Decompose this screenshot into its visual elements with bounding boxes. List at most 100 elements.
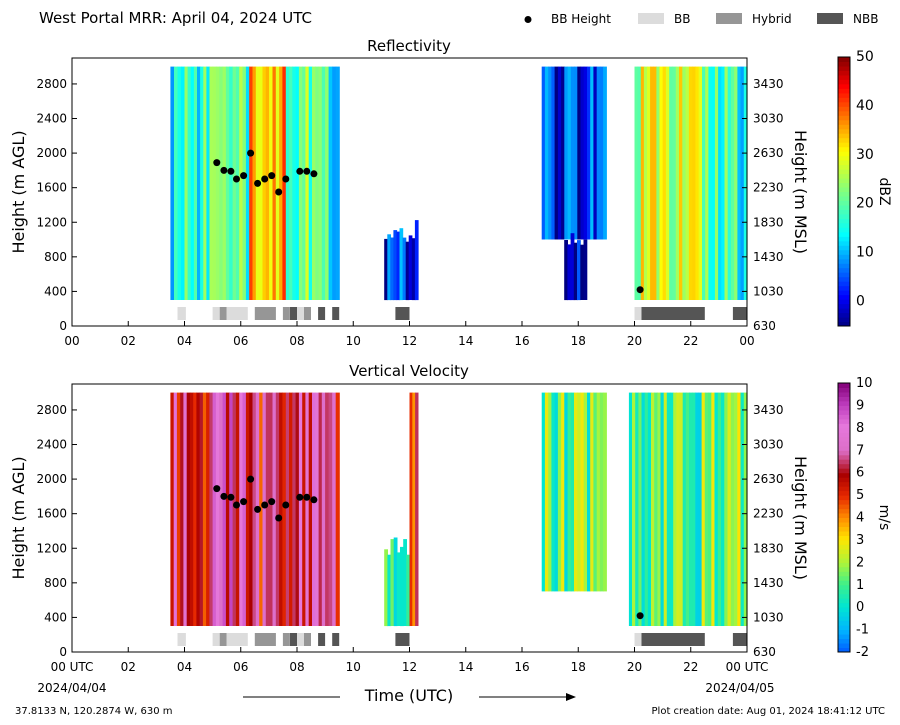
reflectivity-colorbar-label: dBZ <box>876 177 892 205</box>
reflectivity-echo-strip <box>305 66 310 300</box>
reflectivity-colorbar-segment <box>838 169 850 175</box>
reflectivity-echo-strip <box>740 66 745 300</box>
reflectivity-echo-strip <box>393 230 398 301</box>
reflectivity-y-axis-label: Height (m AGL) <box>9 130 28 253</box>
reflectivity-colorbar-segment <box>838 240 850 246</box>
velocity-bb-height-point <box>254 505 262 513</box>
velocity-colorbar-tick-label: 3 <box>856 533 864 548</box>
velocity-echo-strip <box>176 392 181 626</box>
reflectivity-echo-strip <box>583 239 588 300</box>
reflectivity-echo-strip <box>561 66 565 240</box>
velocity-bb-height-point <box>296 493 304 501</box>
reflectivity-echo-strip <box>573 242 578 301</box>
velocity-echo-strip <box>717 392 722 626</box>
reflectivity-y-right-tick-label: 3030 <box>753 112 784 126</box>
velocity-echo-strip <box>666 392 671 626</box>
velocity-echo-strip <box>557 392 562 592</box>
reflectivity-colorbar-frame <box>837 56 851 327</box>
figure-title: West Portal MRR: April 04, 2024 UTC <box>39 9 312 27</box>
velocity-bb-class-nbb-box <box>290 633 297 646</box>
creation-date-text: Plot creation date: Aug 01, 2024 18:41:1… <box>652 706 885 717</box>
legend-label-bb-height: BB Height <box>551 12 611 26</box>
velocity-colorbar-segment <box>838 580 850 586</box>
reflectivity-echo-strip <box>743 66 748 300</box>
velocity-colorbar-segment <box>838 463 850 469</box>
velocity-y-right-tick-label: 630 <box>753 645 776 659</box>
reflectivity-y-right-tick-label: 1030 <box>753 284 784 298</box>
velocity-colorbar-frame <box>837 382 851 653</box>
reflectivity-echo-strip <box>577 240 581 301</box>
reflectivity-colorbar-segment <box>838 263 850 269</box>
velocity-echo-strip <box>740 392 745 626</box>
reflectivity-echo-strip <box>219 66 224 300</box>
velocity-bb-height-point <box>240 498 248 506</box>
velocity-colorbar-segment <box>838 486 850 492</box>
reflectivity-colorbar-tick-label: 10 <box>856 245 874 261</box>
velocity-colorbar-tick-label: 7 <box>856 443 864 458</box>
velocity-colorbar: -2 -1 0 1 2 3 4 5 6 7 8 9 10 m/s <box>837 376 892 660</box>
velocity-bb-class-hybrid-box <box>254 633 276 646</box>
velocity-echo-strip <box>282 392 287 626</box>
velocity-colorbar-segment <box>838 607 850 613</box>
velocity-x-tick-label: 00 UTC <box>726 660 769 674</box>
velocity-colorbar-segment <box>838 504 850 510</box>
reflectivity-y-tick-label: 400 <box>44 284 67 298</box>
velocity-bb-class-hybrid-box <box>219 633 227 646</box>
reflectivity-echo-strip <box>289 66 293 300</box>
velocity-echo-strip <box>701 392 706 626</box>
velocity-bb-class-bb-box <box>297 633 304 646</box>
velocity-echo-strip <box>583 392 588 592</box>
velocity-x-tick-label: 06 <box>233 660 248 674</box>
reflectivity-bb-class-nbb-box <box>290 307 297 320</box>
velocity-colorbar-segment <box>838 400 850 406</box>
reflectivity-colorbar-segment <box>838 196 850 201</box>
velocity-bb-height-point <box>268 498 276 506</box>
reflectivity-echo-strip <box>672 66 677 300</box>
velocity-colorbar-segment <box>838 459 850 465</box>
velocity-colorbar-segment <box>838 396 850 402</box>
velocity-echo-strip <box>570 392 575 592</box>
velocity-echo-strip <box>193 392 197 626</box>
velocity-echo-strip <box>321 392 326 626</box>
reflectivity-x-tick-label: 04 <box>177 334 192 348</box>
velocity-y-right-tick-label: 2630 <box>753 472 784 486</box>
reflectivity-echo-strip <box>411 238 416 301</box>
reflectivity-y-tick-label: 1600 <box>36 181 67 195</box>
reflectivity-echo-strip <box>554 66 559 240</box>
velocity-bb-class-bb-box <box>177 633 186 646</box>
reflectivity-echo-strip <box>187 66 192 300</box>
velocity-bb-class-layer <box>177 633 747 646</box>
velocity-echo-strip <box>170 392 175 626</box>
velocity-echo-strip <box>384 549 388 627</box>
velocity-colorbar-segment <box>838 436 850 442</box>
reflectivity-echo-strip <box>634 66 639 300</box>
velocity-echo-strip <box>695 392 700 626</box>
velocity-y-tick-label: 2000 <box>36 472 67 486</box>
velocity-colorbar-segment <box>838 593 850 599</box>
velocity-bb-class-nbb-box <box>332 633 340 646</box>
reflectivity-bb-height-layer <box>213 149 644 294</box>
velocity-echo-strip <box>635 392 639 626</box>
reflectivity-colorbar-segment <box>838 57 850 62</box>
velocity-echo-strip <box>721 392 725 626</box>
reflectivity-bb-height-point <box>268 172 276 180</box>
reflectivity-colorbar-segment <box>838 213 850 219</box>
velocity-y-right-tick-label: 1830 <box>753 541 784 555</box>
velocity-echo-strip <box>651 392 655 626</box>
reflectivity-echo-strip <box>698 66 703 300</box>
velocity-echo-strip <box>262 392 267 626</box>
velocity-colorbar-segment <box>838 562 850 568</box>
reflectivity-echo-strip <box>215 66 220 300</box>
velocity-echo-strip <box>685 392 690 626</box>
velocity-echo-layer <box>170 392 748 627</box>
reflectivity-bb-height-point <box>240 172 248 180</box>
reflectivity-colorbar-segment <box>838 281 850 287</box>
reflectivity-colorbar-segment <box>838 142 850 148</box>
reflectivity-echo-strip <box>580 66 585 240</box>
velocity-echo-strip <box>551 392 556 592</box>
reflectivity-echo-strip <box>396 231 401 301</box>
velocity-bb-class-bb-box <box>226 633 248 646</box>
velocity-y-tick-label: 800 <box>44 576 67 590</box>
reflectivity-echo-strip <box>679 66 683 300</box>
